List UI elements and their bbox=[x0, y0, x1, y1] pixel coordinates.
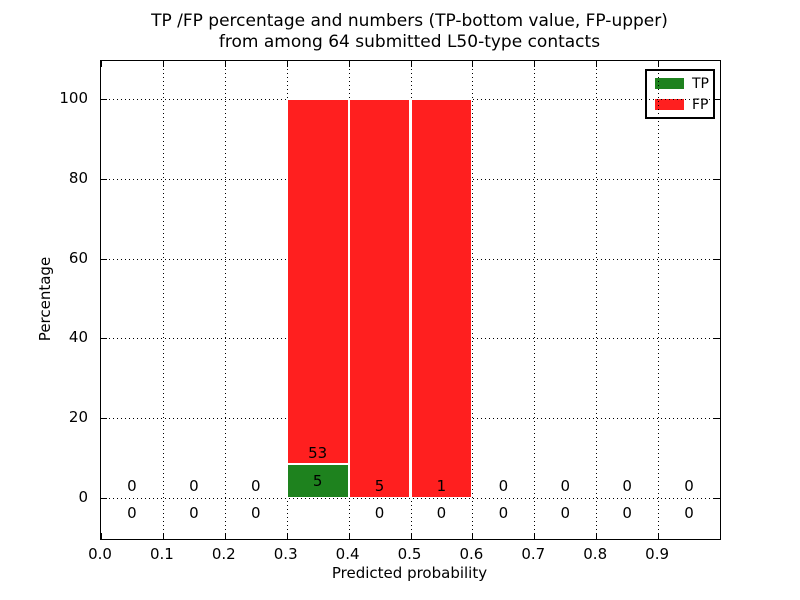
tp-count-label: 0 bbox=[189, 504, 199, 522]
legend-swatch-fp-icon bbox=[655, 99, 684, 110]
fp-count-label: 0 bbox=[498, 477, 509, 495]
tp-count-label: 0 bbox=[684, 504, 694, 522]
x-tick-label: 0.0 bbox=[88, 545, 112, 563]
y-tick-label: 80 bbox=[68, 168, 88, 187]
x-tick-mark-bottom bbox=[410, 533, 412, 539]
x-gridline bbox=[224, 61, 226, 539]
tp-count-label: 0 bbox=[127, 504, 137, 522]
x-gridline bbox=[162, 61, 164, 539]
x-tick-label: 0.7 bbox=[521, 545, 546, 563]
y-tick-mark-right bbox=[714, 178, 720, 180]
x-gridline bbox=[534, 61, 536, 539]
fp-bar bbox=[286, 99, 349, 464]
legend-item-fp: FP bbox=[647, 97, 713, 113]
x-tick-mark-top bbox=[658, 61, 660, 67]
x-tick-mark-top bbox=[224, 61, 226, 67]
y-tick-mark-left bbox=[101, 178, 107, 180]
x-tick-mark-bottom bbox=[534, 533, 536, 539]
tp-count-label: 0 bbox=[436, 504, 447, 522]
fp-count-label: 0 bbox=[127, 477, 137, 495]
tp-count-label: 0 bbox=[560, 504, 571, 522]
fp-bar bbox=[410, 99, 473, 498]
y-tick-mark-right bbox=[714, 498, 720, 499]
y-tick-mark-left bbox=[101, 338, 107, 340]
y-tick-mark-left bbox=[101, 498, 107, 499]
chart-title-line1: TP /FP percentage and numbers (TP-bottom… bbox=[151, 11, 668, 31]
x-tick-mark-bottom bbox=[224, 533, 226, 539]
y-tick-mark-right bbox=[714, 99, 720, 100]
y-tick-mark-right bbox=[714, 258, 720, 260]
x-tick-mark-bottom bbox=[101, 533, 102, 539]
x-tick-label: 0.8 bbox=[583, 545, 608, 563]
plot-area: TP FP 0 0 0 0 0 0 53 5 5 0 1 0 0 0 0 0 0 0 0 0 bbox=[100, 60, 721, 540]
x-tick-label: 0.1 bbox=[149, 545, 174, 563]
fp-count-label: 0 bbox=[622, 477, 632, 495]
tp-count-label: 0 bbox=[250, 504, 261, 522]
fp-bar bbox=[348, 99, 411, 498]
x-tick-label: 0.2 bbox=[211, 545, 236, 563]
x-gridline bbox=[596, 61, 598, 539]
legend: TP FP bbox=[645, 69, 715, 119]
x-tick-mark-top bbox=[534, 61, 536, 67]
x-tick-mark-top bbox=[286, 61, 288, 67]
y-tick-mark-right bbox=[714, 418, 720, 420]
y-tick-label: 60 bbox=[68, 248, 88, 267]
y-tick-label: 100 bbox=[59, 89, 88, 107]
x-tick-label: 0.9 bbox=[645, 545, 670, 563]
chart-title: TP /FP percentage and numbers (TP-bottom… bbox=[100, 11, 719, 53]
y-tick-label: 40 bbox=[68, 328, 88, 347]
fp-count-label: 0 bbox=[684, 477, 694, 495]
chart-title-line2: from among 64 submitted L50-type contact… bbox=[218, 32, 601, 52]
y-tick-label: 20 bbox=[68, 408, 88, 427]
x-tick-mark-top bbox=[596, 61, 598, 67]
fp-count-label: 0 bbox=[560, 477, 571, 495]
x-tick-label: 0.5 bbox=[397, 545, 422, 563]
y-tick-mark-right bbox=[714, 338, 720, 340]
tp-count-label: 5 bbox=[312, 471, 323, 490]
fp-count-label: 1 bbox=[436, 477, 447, 495]
x-axis-label: Predicted probability bbox=[331, 564, 488, 582]
tp-bar bbox=[286, 463, 349, 498]
x-tick-mark-bottom bbox=[596, 533, 598, 539]
y-tick-mark-left bbox=[101, 99, 107, 100]
legend-item-tp: TP bbox=[647, 76, 713, 92]
y-tick-mark-left bbox=[101, 258, 107, 260]
x-tick-label: 0.3 bbox=[273, 545, 298, 563]
fp-count-label: 53 bbox=[308, 443, 328, 462]
tp-count-label: 0 bbox=[622, 504, 632, 522]
legend-label-tp: TP bbox=[692, 75, 709, 92]
tp-count-label: 0 bbox=[374, 504, 385, 522]
fp-count-label: 0 bbox=[189, 477, 199, 495]
fp-count-label: 5 bbox=[374, 477, 385, 495]
x-tick-mark-top bbox=[472, 61, 474, 67]
x-tick-mark-top bbox=[410, 61, 412, 67]
x-tick-mark-bottom bbox=[286, 533, 288, 539]
y-tick-label: 0 bbox=[78, 488, 88, 506]
y-tick-mark-left bbox=[101, 418, 107, 420]
tp-count-label: 0 bbox=[498, 504, 509, 522]
x-tick-mark-bottom bbox=[658, 533, 660, 539]
x-tick-label: 0.4 bbox=[335, 545, 360, 563]
x-tick-mark-top bbox=[348, 61, 350, 67]
fp-count-label: 0 bbox=[250, 477, 261, 495]
x-tick-mark-bottom bbox=[162, 533, 164, 539]
x-gridline bbox=[472, 61, 474, 539]
legend-label-fp: FP bbox=[692, 96, 709, 113]
legend-swatch-tp-icon bbox=[655, 78, 684, 89]
x-tick-label: 0.6 bbox=[459, 545, 484, 563]
x-gridline bbox=[658, 61, 660, 539]
x-tick-mark-bottom bbox=[348, 533, 350, 539]
x-tick-mark-bottom bbox=[472, 533, 474, 539]
x-tick-mark-top bbox=[101, 61, 102, 67]
x-tick-mark-top bbox=[162, 61, 164, 67]
